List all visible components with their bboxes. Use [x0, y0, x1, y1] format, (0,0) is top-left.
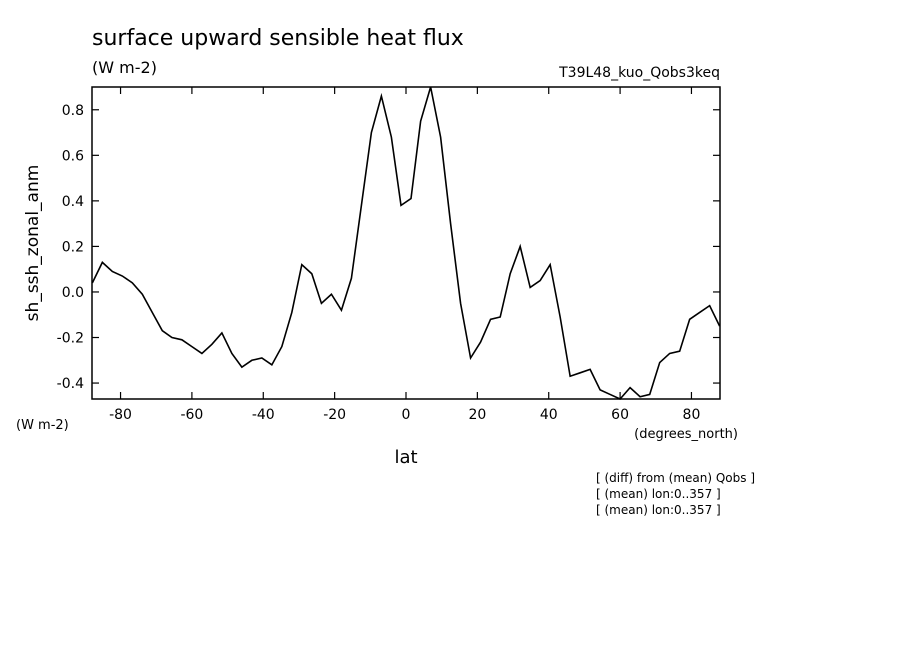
x-tick-label: -60: [180, 407, 203, 423]
x-tick-label: 80: [683, 407, 701, 423]
chart-title: surface upward sensible heat flux: [92, 26, 464, 51]
data-line: [91, 86, 721, 400]
note: [ (mean) lon:0..357 ]: [596, 487, 721, 501]
x-axis-label: lat: [394, 447, 417, 468]
y-tick-label: 0.0: [62, 285, 84, 301]
x-tick-label: 0: [402, 407, 411, 423]
y-tick-label: -0.2: [57, 331, 84, 347]
y-tick-label: 0.2: [62, 239, 84, 255]
note: [ (mean) lon:0..357 ]: [596, 503, 721, 517]
x-tick-label: 20: [468, 407, 486, 423]
x-tick-label: 40: [540, 407, 558, 423]
y-units: (W m-2): [16, 418, 69, 433]
x-units: (degrees_north): [634, 427, 738, 442]
y-tick-label: -0.4: [57, 376, 84, 392]
x-tick-label: -40: [252, 407, 275, 423]
x-tick-label: -80: [109, 407, 132, 423]
y-tick-label: 0.4: [62, 194, 84, 210]
note: [ (diff) from (mean) Qobs ]: [596, 471, 755, 485]
y-tick-label: 0.6: [62, 148, 84, 164]
chart-subtitle: (W m-2): [92, 58, 157, 77]
plot-frame: [91, 86, 721, 400]
y-tick-label: 0.8: [62, 103, 84, 119]
dataset-label: T39L48_kuo_Qobs3keq: [558, 65, 720, 81]
x-tick-label: -20: [323, 407, 346, 423]
y-axis-label: sh_ssh_zonal_anm: [23, 165, 43, 322]
x-tick-label: 60: [611, 407, 629, 423]
